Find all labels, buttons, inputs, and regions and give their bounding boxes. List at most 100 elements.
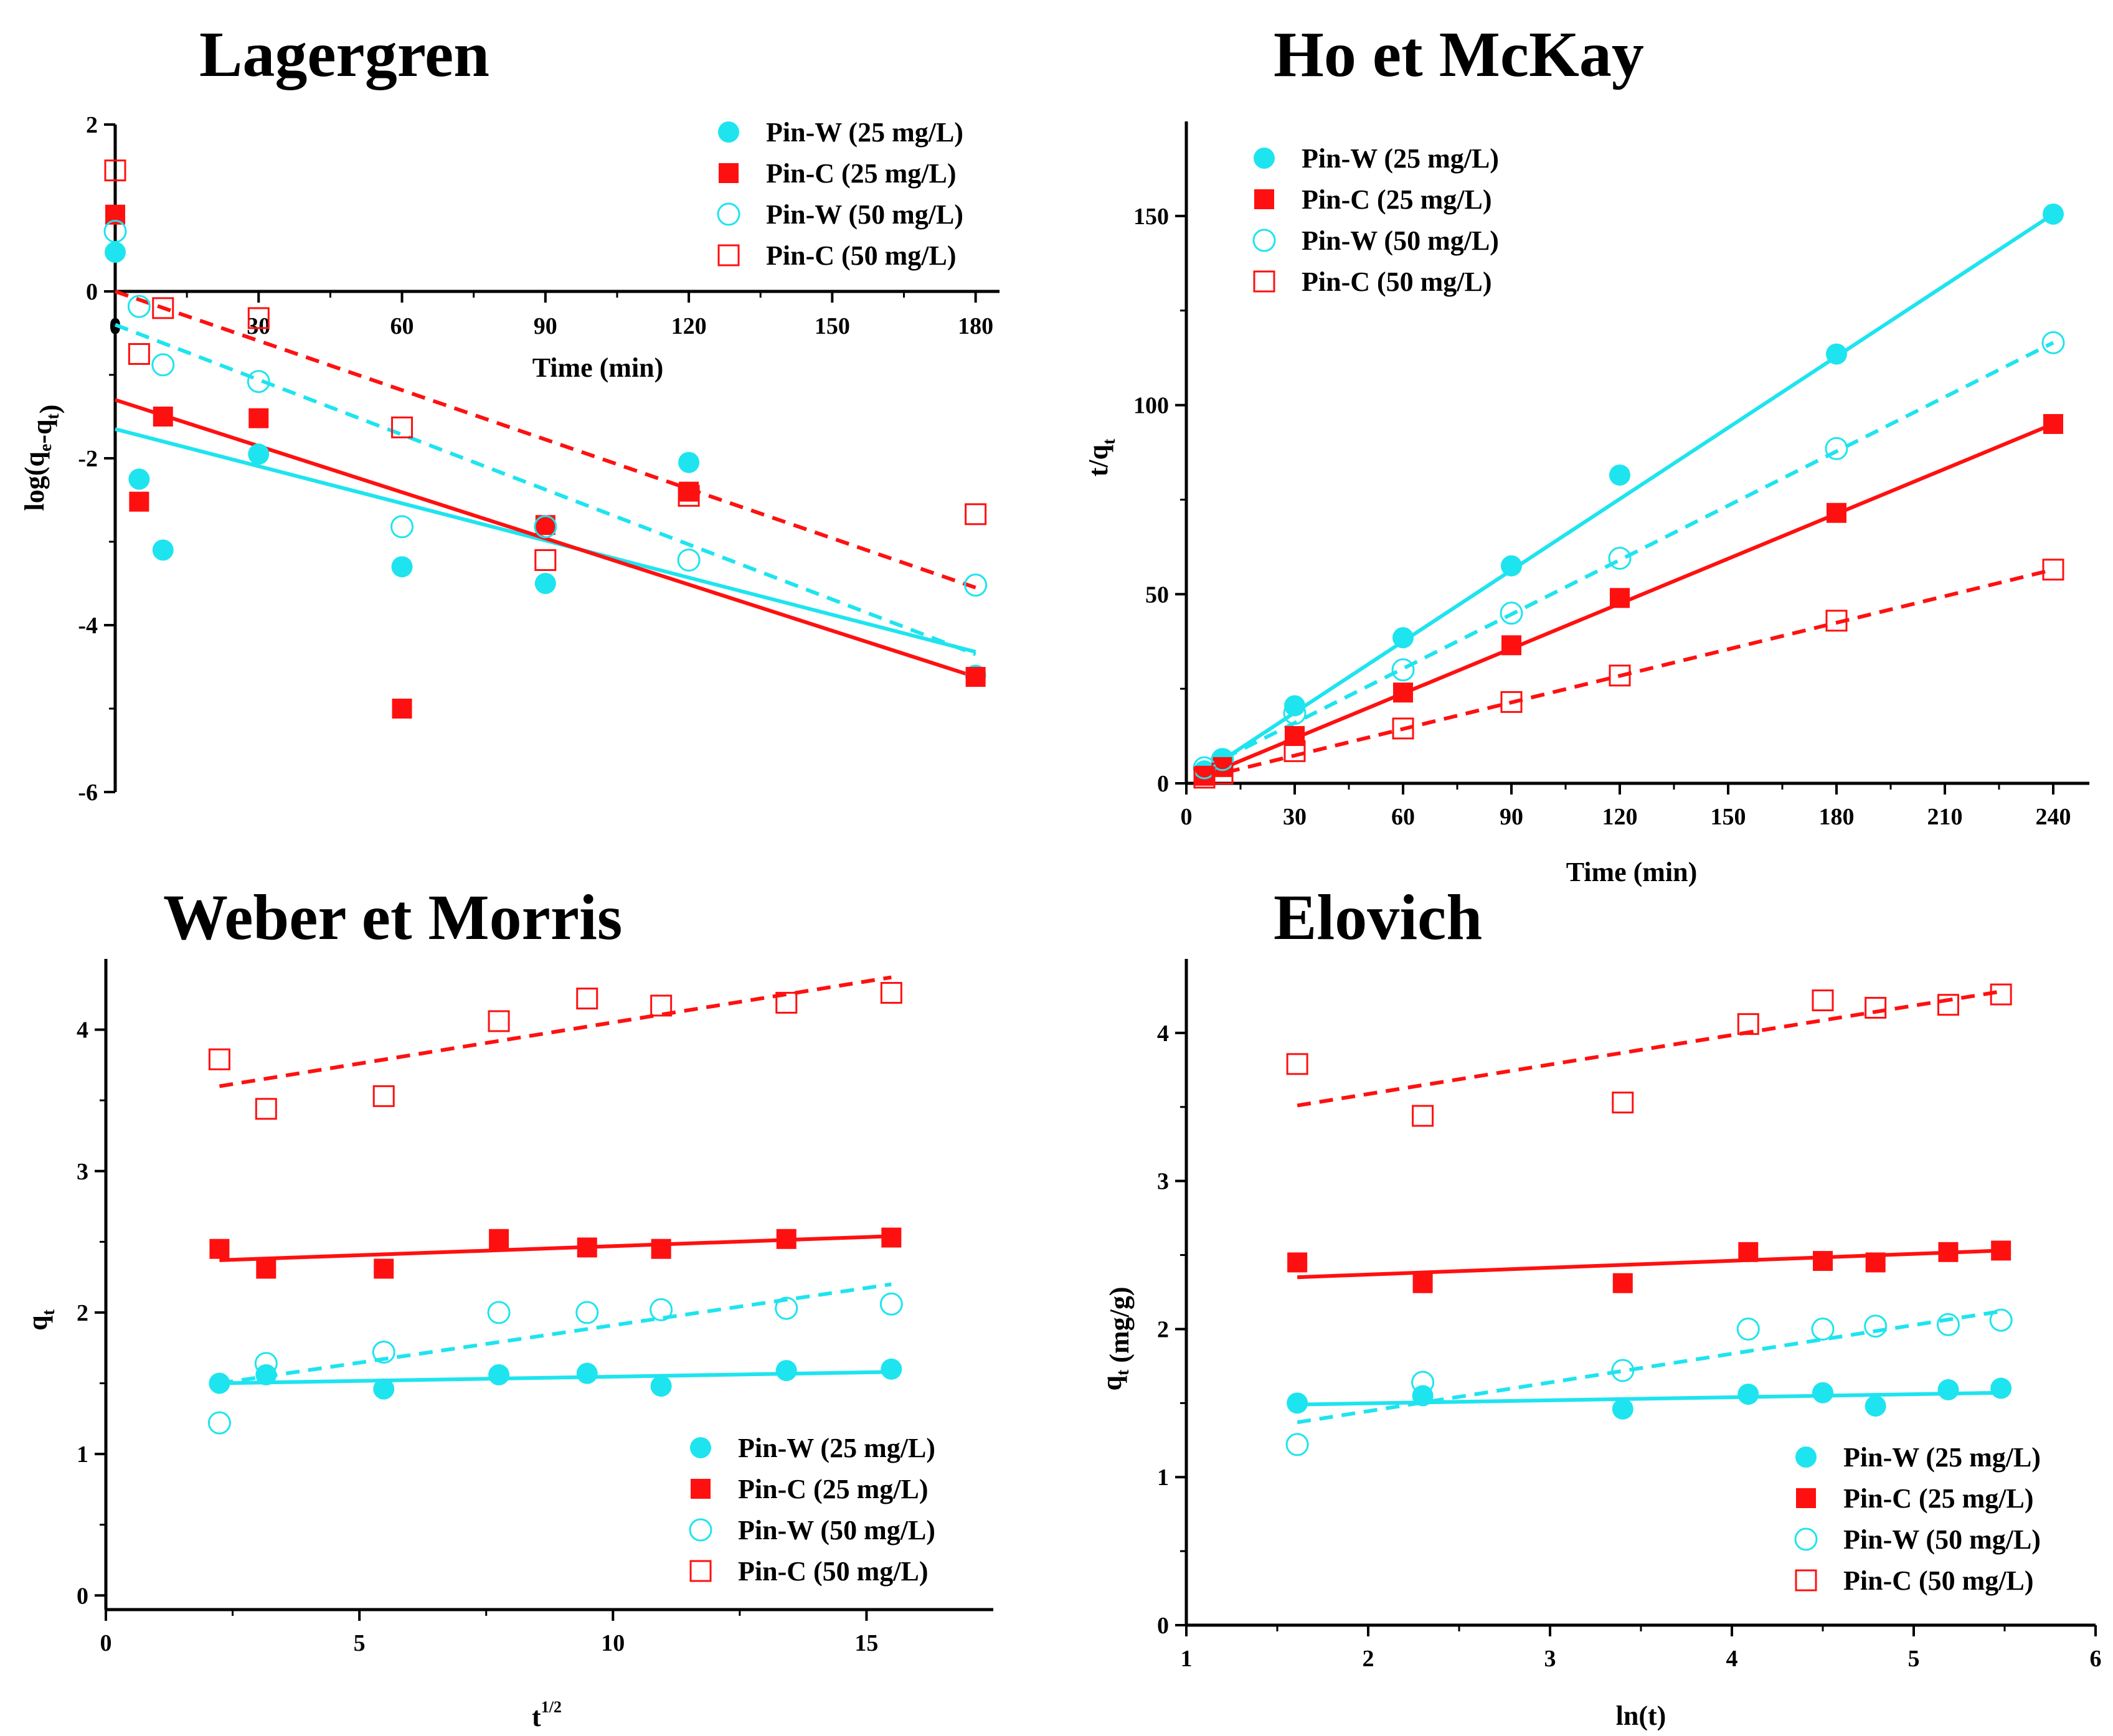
elovich-point-s0 — [1937, 1379, 1959, 1400]
weber-morris-legend-marker-1 — [691, 1479, 711, 1499]
ho-mckay-point-s2 — [1391, 658, 1415, 682]
lagergren-x-tick-label: 90 — [534, 313, 557, 339]
weber-morris-point-s0 — [576, 1362, 598, 1384]
elovich-point-s0 — [1287, 1392, 1308, 1414]
ho-mckay-x-tick-label: 0 — [1181, 804, 1193, 830]
elovich-point-s2 — [1989, 1308, 2013, 1332]
weber-morris-point-s2 — [879, 1292, 903, 1316]
lagergren-point-s1 — [129, 491, 149, 512]
weber-morris-y-tick-label: 2 — [77, 1300, 88, 1326]
lagergren-y-tick-label: -2 — [78, 446, 98, 472]
ho-mckay-point-s2 — [1825, 436, 1848, 460]
elovich-point-s3 — [1737, 1013, 1759, 1035]
lagergren-legend-label-2: Pin-W (50 mg/L) — [766, 199, 963, 230]
elovich-legend-marker-3 — [1795, 1569, 1817, 1592]
elovich-point-s2 — [1285, 1433, 1309, 1456]
elovich-point-s1 — [1287, 1252, 1308, 1273]
ho-mckay-x-tick-label: 150 — [1711, 804, 1746, 830]
ho-mckay-y-tick-label: 50 — [1145, 582, 1169, 608]
weber-morris-point-s0 — [209, 1372, 230, 1394]
ho-mckay-legend: Pin-W (25 mg/L) Pin-C (25 mg/L) Pin-W (50 … — [1252, 143, 1499, 297]
ho-mckay-legend-marker-3 — [1253, 270, 1275, 293]
elovich-legend-label-3: Pin-C (50 mg/L) — [1843, 1565, 2034, 1596]
elovich-x-axis-label: ln(t) — [1616, 1701, 1666, 1731]
ho-mckay-x-tick-label: 120 — [1602, 804, 1638, 830]
weber-morris-point-s2 — [650, 1298, 673, 1321]
ho-mckay-point-s1 — [2043, 413, 2063, 434]
ho-mckay-point-s3 — [1392, 717, 1414, 740]
elovich-point-s1 — [1612, 1273, 1633, 1293]
weber-morris-point-s1 — [374, 1258, 394, 1279]
weber-morris-y-tick-label: 4 — [77, 1017, 88, 1044]
elovich-point-s0 — [1737, 1384, 1759, 1405]
ho-mckay-point-s3 — [1500, 691, 1523, 713]
weber-morris-y-axis-label: qt — [22, 1309, 59, 1330]
lagergren-point-s0 — [152, 539, 174, 561]
elovich-point-s3 — [1865, 996, 1887, 1019]
ho-mckay-x-tick-label: 30 — [1283, 804, 1307, 830]
weber-morris-point-s0 — [775, 1360, 797, 1382]
lagergren-point-s3 — [965, 503, 987, 526]
lagergren-x-tick-label: 60 — [390, 313, 414, 339]
lagergren-x-tick-label: 30 — [247, 313, 270, 339]
lagergren-point-s1 — [248, 408, 269, 428]
elovich-point-s3 — [1412, 1105, 1434, 1127]
elovich-point-s1 — [1813, 1251, 1833, 1271]
lagergren-point-s2 — [151, 353, 175, 377]
ho-mckay-legend-label-3: Pin-C (50 mg/L) — [1302, 267, 1492, 297]
lagergren-point-s1 — [392, 699, 412, 719]
lagergren-point-s3 — [128, 343, 150, 365]
lagergren-y-tick-label: -6 — [78, 780, 98, 806]
ho-mckay-point-s1 — [1610, 588, 1630, 608]
ho-mckay-point-s3 — [2042, 559, 2064, 581]
ho-mckay-y-tick-label: 100 — [1133, 393, 1169, 419]
ho-mckay-point-s1 — [1827, 502, 1846, 523]
elovich-point-s1 — [1991, 1240, 2011, 1261]
lagergren-y-tick-label: 0 — [86, 279, 98, 305]
elovich-fit-line-1 — [1297, 1248, 2002, 1280]
weber-morris-point-s3 — [775, 991, 798, 1014]
weber-morris-point-s3 — [650, 994, 673, 1017]
elovich-legend-label-2: Pin-W (50 mg/L) — [1843, 1524, 2041, 1555]
weber-morris-point-s1 — [881, 1227, 902, 1248]
ho-mckay-y-tick-label: 0 — [1157, 771, 1169, 797]
elovich-x-tick-label: 5 — [1908, 1646, 1920, 1672]
elovich-point-s0 — [1812, 1382, 1833, 1403]
lagergren-legend-marker-2 — [717, 202, 740, 226]
elovich-x-tick-label: 4 — [1726, 1646, 1738, 1672]
ho-mckay-x-axis-label: Time (min) — [1566, 857, 1698, 887]
ho-mckay-x-tick-label: 240 — [2036, 804, 2071, 830]
ho-mckay-point-s3 — [1193, 767, 1216, 789]
ho-mckay-point-s0 — [1392, 627, 1414, 649]
weber-morris-y-tick-label: 0 — [77, 1583, 88, 1609]
lagergren-x-tick-label: 180 — [958, 313, 993, 339]
lagergren-x-tick-label: 120 — [671, 313, 707, 339]
weber-morris-x-tick-label: 10 — [601, 1630, 625, 1656]
lagergren-point-s3 — [152, 297, 174, 319]
elovich-legend-label-0: Pin-W (25 mg/L) — [1843, 1442, 2041, 1473]
weber-morris-point-s1 — [489, 1229, 509, 1249]
lagergren-point-s3 — [104, 159, 126, 182]
lagergren-point-s2 — [103, 220, 127, 243]
lagergren-title: Lagergren — [199, 19, 489, 90]
weber-morris-legend-marker-0 — [690, 1437, 711, 1458]
ho-mckay-point-s1 — [1501, 635, 1521, 656]
lagergren-point-s3 — [247, 307, 270, 329]
ho-mckay-fit-line-2 — [1203, 341, 2054, 770]
weber-morris-point-s1 — [256, 1258, 277, 1279]
elovich-point-s0 — [1412, 1385, 1434, 1407]
elovich-point-s2 — [1411, 1370, 1435, 1394]
elovich-x-tick-label: 3 — [1544, 1646, 1556, 1672]
elovich-point-s1 — [1865, 1252, 1886, 1273]
weber-morris-panel: 0 5 10 15 0 1 2 3 4 t1/2 qt Pin-W (25 mg/L) Pin-C (2… — [22, 959, 993, 1732]
lagergren-legend-marker-3 — [717, 244, 740, 267]
lagergren-point-s3 — [678, 484, 700, 507]
ho-mckay-point-s0 — [2043, 203, 2064, 225]
weber-morris-y-tick-label: 1 — [77, 1441, 88, 1468]
lagergren-x-axis-label: Time (min) — [532, 352, 664, 383]
weber-morris-fit-line-3 — [219, 975, 892, 1088]
weber-morris-point-s3 — [255, 1098, 277, 1120]
lagergren-legend-label-1: Pin-C (25 mg/L) — [766, 158, 957, 189]
lagergren-point-s2 — [390, 515, 414, 539]
